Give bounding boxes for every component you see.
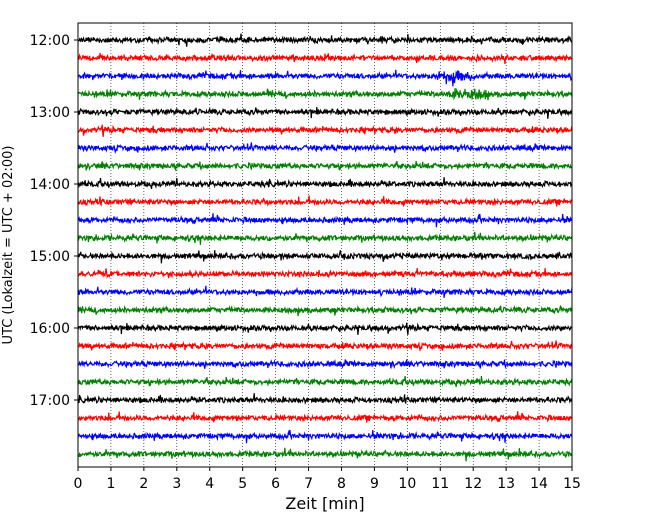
- trace-1445: [77, 231, 573, 245]
- y-tick-label: 14:00: [30, 177, 70, 193]
- trace-1730: [77, 429, 573, 444]
- x-tick-label: 0: [74, 476, 83, 492]
- trace-1745: [77, 447, 573, 462]
- trace-1300: [77, 107, 573, 119]
- y-tick-label: 13:00: [30, 105, 70, 121]
- y-tick-label: 12:00: [30, 33, 70, 49]
- trace-1415: [77, 195, 573, 208]
- x-tick-label: 8: [337, 476, 346, 492]
- x-tick-label: 6: [271, 476, 280, 492]
- y-tick-label: 17:00: [30, 393, 70, 409]
- trace-1345: [77, 161, 573, 172]
- trace-1230: [77, 69, 573, 87]
- x-tick-label: 7: [304, 476, 313, 492]
- traces: [77, 33, 573, 462]
- trace-1715: [77, 411, 573, 424]
- trace-1645: [77, 376, 573, 387]
- trace-1500: [77, 250, 573, 264]
- trace-1615: [77, 340, 573, 352]
- y-axis: 12:00 13:00 14:00 15:00 16:00 17:00: [30, 33, 78, 409]
- x-tick-label: 15: [563, 476, 581, 492]
- trace-1430: [77, 213, 573, 228]
- x-tick-label: 5: [238, 476, 247, 492]
- x-tick-label: 4: [205, 476, 214, 492]
- trace-1530: [77, 285, 573, 298]
- y-tick-label: 15:00: [30, 249, 70, 265]
- x-tick-label: 9: [370, 476, 379, 492]
- x-grid: [110, 23, 540, 467]
- y-axis-label: UTC (Lokalzeit = UTC + 02:00): [1, 146, 16, 345]
- x-tick-label: 14: [530, 476, 548, 492]
- trace-1515: [77, 268, 573, 280]
- trace-1630: [77, 359, 573, 370]
- x-tick-label: 1: [106, 476, 115, 492]
- x-tick-label: 2: [139, 476, 148, 492]
- trace-1600: [77, 322, 573, 335]
- plot-background: [78, 23, 572, 467]
- x-tick-label: 12: [464, 476, 482, 492]
- trace-1315: [77, 124, 573, 137]
- trace-1200: [77, 33, 573, 47]
- y-tick-label: 16:00: [30, 321, 70, 337]
- trace-1700: [77, 393, 573, 406]
- x-axis-label: Zeit [min]: [285, 494, 364, 513]
- trace-1330: [77, 142, 573, 154]
- trace-1400: [77, 177, 573, 189]
- trace-1545: [77, 305, 573, 317]
- trace-1245: [77, 87, 573, 101]
- x-tick-label: 13: [497, 476, 515, 492]
- x-tick-label: 11: [431, 476, 449, 492]
- x-tick-label: 10: [398, 476, 416, 492]
- x-axis: 0 1 2 3 4 5 6 7 8 9 10 11 12 13 14 15: [74, 467, 581, 492]
- x-tick-label: 3: [172, 476, 181, 492]
- trace-1215: [77, 52, 572, 64]
- plot-frame: [77, 22, 573, 468]
